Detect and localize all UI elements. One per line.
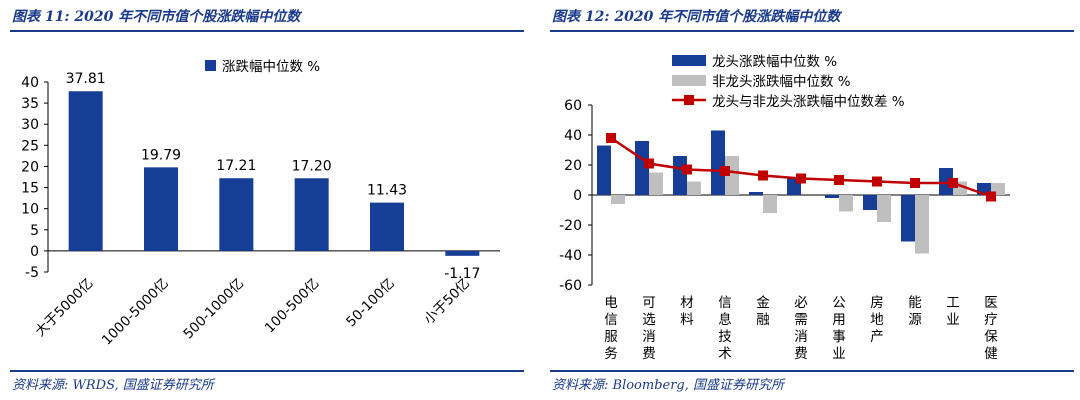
x-category-label: 50-100亿 — [343, 276, 398, 331]
right-figure-source: 资料来源: Bloomberg, 国盛证券研究所 — [552, 378, 785, 393]
bar-value-label: 37.81 — [66, 71, 106, 87]
bar — [445, 250, 480, 256]
left-title-rule — [10, 30, 524, 32]
bar — [219, 178, 254, 251]
y-tick-label: 25 — [21, 138, 39, 154]
y-tick-label: -60 — [559, 278, 582, 294]
x-category-label: 医疗保健 — [984, 295, 998, 362]
bar-value-label: -1.17 — [444, 266, 480, 282]
y-tick-label: 10 — [21, 202, 39, 218]
bar — [68, 91, 103, 251]
legend-label-diff: 龙头与非龙头涨跌幅中位数差 % — [712, 94, 905, 110]
bar-lead — [901, 195, 915, 242]
x-category-label: 工业 — [946, 295, 960, 328]
bar-nonlead — [839, 195, 853, 212]
bar — [294, 178, 329, 251]
right-combo-chart: 60 40 20 0 -20 -40 -60 龙头涨跌幅中位数 % 非龙头涨跌幅中位数 % 龙头与… — [559, 54, 1010, 362]
bar-nonlead — [915, 195, 929, 254]
x-category-label: 必需消费 — [794, 295, 808, 362]
y-tick-label: 5 — [30, 223, 39, 239]
bar-lead — [749, 192, 763, 195]
x-category-label: 小于50亿 — [421, 276, 473, 328]
y-tick-label: -5 — [25, 265, 39, 281]
y-tick-label: 30 — [21, 117, 39, 133]
x-category-label: 可选消费 — [642, 295, 656, 362]
bar-lead — [597, 145, 611, 195]
y-tick-label: -20 — [559, 218, 582, 234]
diff-point — [644, 158, 654, 169]
bar-nonlead — [687, 181, 701, 195]
x-category-label: 500-1000亿 — [180, 276, 247, 343]
bar-value-label: 19.79 — [141, 147, 181, 163]
diff-point — [948, 178, 958, 188]
bar — [144, 167, 178, 251]
y-tick-label: -40 — [559, 248, 582, 264]
x-category-label: 公用事业 — [832, 295, 846, 362]
left-figure-source: 资料来源: WRDS, 国盛证券研究所 — [12, 378, 214, 393]
bar-lead — [711, 130, 725, 195]
y-tick-label: 0 — [30, 244, 39, 260]
diff-point — [834, 175, 844, 185]
left-bar-chart: 40 35 30 25 20 15 10 5 0 -5 涨跌幅中位数 % 37.81 大于5000亿 19… — [21, 59, 500, 349]
x-category-label: 房地产 — [870, 295, 884, 345]
legend-label: 涨跌幅中位数 % — [222, 59, 320, 75]
y-tick-label: 40 — [564, 128, 582, 144]
right-figure-panel: 图表 12: 2020 年不同市值个股涨跌幅中位数 60 40 20 0 -20 -40 -… — [540, 0, 1080, 400]
left-figure-title: 图表 11: 2020 年不同市值个股涨跌幅中位数 — [12, 9, 301, 25]
diff-point — [606, 133, 616, 143]
diff-point — [720, 166, 730, 176]
bar-lead — [673, 156, 687, 195]
x-category-label: 能源 — [908, 295, 922, 328]
bar-nonlead — [611, 195, 625, 204]
bar-value-label: 17.20 — [292, 158, 332, 174]
bar-lead — [863, 195, 877, 210]
left-source-rule — [10, 370, 524, 372]
legend-swatch — [205, 60, 216, 71]
legend-swatch-nonlead — [672, 75, 706, 86]
x-category-label: 材料 — [680, 295, 694, 328]
diff-point — [796, 173, 806, 184]
diff-point — [872, 176, 882, 187]
x-category-label: 电信服务 — [604, 295, 618, 362]
right-figure-title: 图表 12: 2020 年不同市值个股涨跌幅中位数 — [552, 9, 841, 25]
bar-lead — [939, 168, 953, 195]
diff-point — [682, 164, 692, 175]
bar-nonlead — [725, 156, 739, 195]
bar-nonlead — [877, 195, 891, 222]
bar-lead — [825, 195, 839, 198]
x-category-label: 1000-5000亿 — [99, 276, 172, 349]
bar-value-label: 17.21 — [216, 158, 256, 174]
y-tick-label: 20 — [564, 158, 582, 174]
bar-lead — [635, 141, 649, 195]
y-tick-label: 40 — [21, 75, 39, 91]
diff-point — [986, 191, 996, 202]
x-category-label: 信息技术 — [718, 295, 732, 362]
bar — [370, 202, 404, 251]
bar-value-label: 11.43 — [367, 183, 407, 199]
x-category-label: 100-500亿 — [262, 276, 323, 337]
y-tick-label: 60 — [564, 98, 582, 114]
right-title-rule — [550, 30, 1074, 32]
diff-point — [910, 178, 920, 188]
legend-label-nonlead: 非龙头涨跌幅中位数 % — [712, 74, 851, 90]
right-source-rule — [550, 370, 1074, 372]
bar-nonlead — [763, 195, 777, 213]
left-figure-panel: 图表 11: 2020 年不同市值个股涨跌幅中位数 40 35 30 25 20 15 10… — [0, 0, 530, 400]
y-tick-label: 35 — [21, 96, 39, 112]
legend-label-lead: 龙头涨跌幅中位数 % — [712, 54, 837, 70]
y-tick-label: 15 — [21, 181, 39, 197]
y-tick-label: 20 — [21, 159, 39, 175]
legend-swatch-lead — [672, 55, 706, 66]
x-category-label: 大于5000亿 — [32, 276, 96, 340]
legend-marker-diff — [684, 95, 694, 105]
y-tick-label: 0 — [573, 188, 582, 204]
bar-nonlead — [649, 172, 663, 195]
x-category-label: 金融 — [756, 295, 770, 328]
diff-point — [758, 170, 768, 181]
